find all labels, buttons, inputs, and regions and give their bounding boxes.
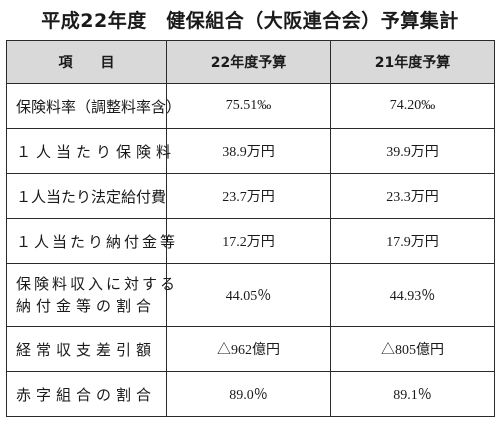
row-label: １人当たり法定給付費 [6,173,167,219]
header-item: 項目 [6,40,167,84]
row-value-fy22: 38.9万円 [166,128,331,174]
table-row: １人当たり法定給付費 23.7万円 23.3万円 [6,173,495,219]
table-row: 赤字組合の割合 89.0％ 89.1％ [6,371,495,417]
row-value-fy21: 89.1％ [330,371,495,417]
table-header-row: 項目 22年度予算 21年度予算 [6,40,495,84]
row-label: 保険料率（調整料率含） [6,83,181,129]
row-label: １人当たり納付金等 [6,218,175,264]
row-value-fy21: 44.93％ [330,263,495,327]
row-label-line2: 納付金等の割合 [16,297,157,315]
row-value-fy21: 23.3万円 [330,173,495,219]
header-fy21: 21年度予算 [330,40,495,84]
row-label: 赤字組合の割合 [6,371,167,417]
row-value-fy21: 74.20‰ [330,83,495,129]
row-value-fy22: 89.0％ [166,371,331,417]
budget-table: 項目 22年度予算 21年度予算 保険料率（調整料率含） 75.51‰ 74.2… [6,40,495,417]
row-label: １人当たり保険料 [6,128,171,174]
table-row: １人当たり納付金等 17.2万円 17.9万円 [6,218,495,264]
row-value-fy22: 23.7万円 [166,173,331,219]
page-title: 平成22年度 健保組合（大阪連合会）予算集計 [41,10,459,32]
row-value-fy21: 39.9万円 [330,128,495,174]
row-value-fy22: 75.51‰ [166,83,331,129]
header-fy22: 22年度予算 [166,40,331,84]
row-value-fy21: △805億円 [330,326,495,372]
row-label-line1: 保険料収入に対する [16,275,179,293]
row-value-fy22: 17.2万円 [166,218,331,264]
row-label: 経常収支差引額 [6,326,167,372]
row-value-fy21: 17.9万円 [330,218,495,264]
table-row: 保険料収入に対する 納付金等の割合 44.05％ 44.93％ [6,263,495,327]
table-row: 保険料率（調整料率含） 75.51‰ 74.20‰ [6,83,495,129]
row-value-fy22: 44.05％ [166,263,331,327]
table-row: １人当たり保険料 38.9万円 39.9万円 [6,128,495,174]
row-value-fy22: △962億円 [166,326,331,372]
table-row: 経常収支差引額 △962億円 △805億円 [6,326,495,372]
row-label: 保険料収入に対する 納付金等の割合 [6,263,179,327]
